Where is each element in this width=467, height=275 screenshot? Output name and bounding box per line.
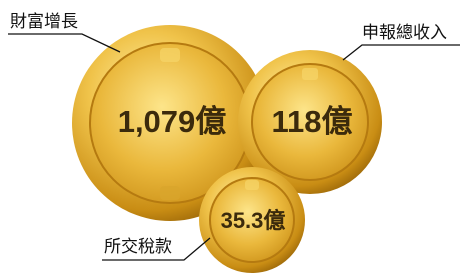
value: 1,079億 [118, 104, 227, 139]
value: 118億 [271, 104, 352, 139]
value: 35.3億 [221, 208, 286, 233]
leader-line [343, 45, 460, 60]
infographic: 1,079億 118億 35.3億 財富增長 申報總收入 所交稅款 [0, 0, 467, 275]
label: 所交稅款 [104, 237, 172, 257]
leader-line [8, 34, 120, 52]
label: 申報總收入 [362, 23, 447, 43]
label: 財富增長 [10, 12, 78, 32]
page: 1,079億 118億 35.3億 財富增長 申報總收入 所交稅款 (() =>… [0, 0, 467, 275]
